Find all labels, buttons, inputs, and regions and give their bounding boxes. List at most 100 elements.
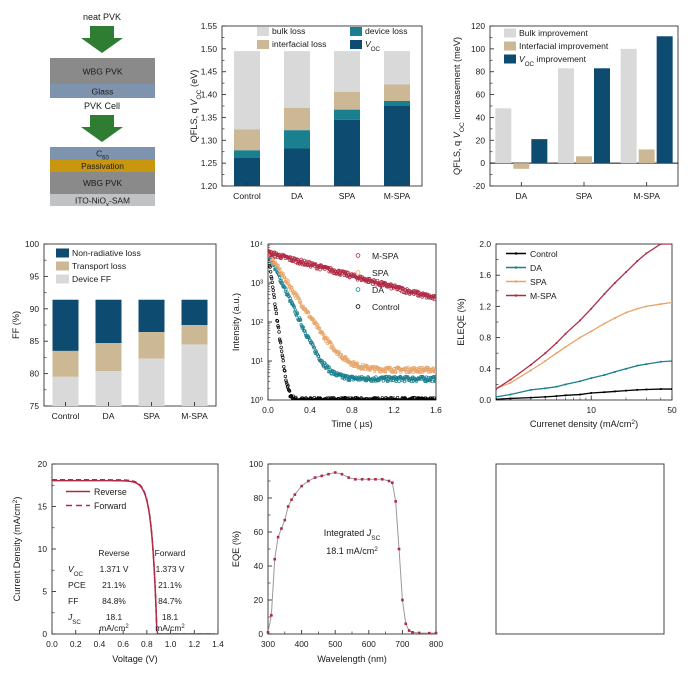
data-point	[406, 365, 410, 369]
data-point	[276, 324, 280, 328]
panel-d-ylabel: FF (%)	[11, 311, 21, 339]
data-marker	[327, 472, 330, 476]
layer-passivation	[50, 160, 155, 172]
bar-voc	[284, 148, 310, 186]
bar-voc-improvement	[656, 36, 673, 164]
bar-non-radiative-loss	[95, 299, 122, 344]
data-marker	[404, 622, 408, 626]
data-point	[283, 369, 287, 373]
x-tick-label: 0.0	[46, 639, 58, 649]
legend-label: Control	[530, 249, 558, 259]
x-tick-label: Control	[233, 191, 261, 201]
data-point	[284, 378, 288, 382]
panel-c-ylabel: QFLS, q VOC increasement (meV)	[452, 37, 466, 175]
x-tick-label: M-SPA	[181, 411, 208, 421]
data-point	[277, 337, 282, 341]
bar-device-ff	[138, 358, 165, 406]
data-marker	[613, 282, 616, 284]
data-marker	[300, 484, 303, 488]
data-point	[277, 252, 281, 257]
data-marker	[529, 364, 532, 366]
bar-voc	[384, 106, 410, 186]
y-tick-label: 95	[30, 271, 40, 281]
y-tick-label: 15	[38, 502, 48, 512]
legend-label: M-SPA	[530, 291, 557, 301]
y-tick-label: 1.20	[201, 181, 218, 191]
x-tick-label: 1.0	[165, 639, 177, 649]
table-col-header-reverse: Reverse	[98, 548, 130, 558]
data-point	[282, 368, 287, 372]
data-point	[345, 374, 350, 378]
y-tick-label: 120	[471, 21, 485, 31]
layer-label-b2: WBG PVK	[83, 178, 123, 188]
data-marker	[645, 305, 648, 308]
legend-label: Reverse	[94, 487, 127, 497]
layer-label-b3: ITO-NiOx-SAM	[75, 196, 130, 206]
down-arrow-icon	[81, 26, 123, 53]
table-row-label: JSC	[67, 612, 81, 626]
data-point	[363, 367, 367, 371]
data-marker	[603, 293, 606, 295]
x-tick-label: 400	[295, 639, 309, 649]
panel-e-xlabel: Time ( µs)	[331, 419, 372, 429]
bar-transport-loss	[138, 332, 165, 359]
data-point	[301, 325, 305, 329]
data-point	[290, 301, 294, 305]
data-marker	[590, 377, 593, 380]
data-point	[272, 292, 276, 297]
data-point	[339, 353, 343, 357]
table-row-label: FF	[68, 596, 79, 606]
data-point	[291, 259, 295, 263]
data-point	[383, 370, 388, 374]
bar-non-radiative-loss	[181, 299, 208, 325]
data-marker	[276, 535, 280, 539]
data-marker	[380, 478, 384, 481]
data-point	[433, 294, 436, 298]
bar-bulk-improvement	[558, 68, 574, 164]
x-tick-label: DA	[291, 191, 303, 201]
x-tick-label: 500	[328, 639, 342, 649]
panel-h-chart: 0 20 40 60 80 100 300 400 500 600 700 800 Wavelength…	[228, 448, 454, 689]
bar-transport-loss	[181, 325, 208, 345]
legend-swatch	[257, 40, 269, 49]
data-point	[273, 305, 278, 309]
data-point	[311, 342, 315, 346]
data-point	[279, 345, 283, 350]
y-tick-label: 20	[476, 135, 486, 145]
y-tick-label: 0.0	[479, 395, 491, 405]
panel-i-chart-svg	[495, 463, 665, 635]
data-point	[288, 296, 292, 300]
y-tick-label: 100	[249, 459, 263, 469]
data-marker	[564, 332, 567, 335]
data-point	[394, 370, 398, 374]
data-point	[371, 282, 375, 286]
data-marker	[496, 395, 497, 398]
data-point	[339, 273, 343, 277]
legend-marker	[355, 270, 361, 275]
legend-swatch	[257, 27, 269, 36]
legend-label: interfacial loss	[272, 39, 326, 49]
data-point	[326, 337, 330, 341]
data-point	[292, 305, 297, 309]
layer-c60	[50, 147, 155, 160]
data-point	[286, 294, 291, 298]
legend-label: Control	[372, 302, 400, 312]
bar-non-radiative-loss	[138, 299, 165, 333]
data-marker	[293, 493, 297, 496]
data-point	[271, 288, 275, 293]
data-marker	[579, 336, 581, 339]
legend-label: Bulk improvement	[519, 28, 588, 38]
y-tick-label: 100	[471, 44, 485, 54]
data-marker	[603, 374, 606, 376]
data-point	[295, 311, 300, 316]
data-point	[296, 258, 300, 262]
data-marker	[354, 478, 357, 481]
data-point	[434, 294, 436, 299]
data-point	[344, 355, 348, 360]
data-point	[306, 310, 311, 315]
legend-swatch	[504, 54, 516, 64]
data-point	[277, 330, 281, 334]
x-tick-label: 1.2	[188, 639, 200, 649]
plot-frame	[495, 463, 665, 635]
x-tick-label: DA	[103, 411, 115, 421]
